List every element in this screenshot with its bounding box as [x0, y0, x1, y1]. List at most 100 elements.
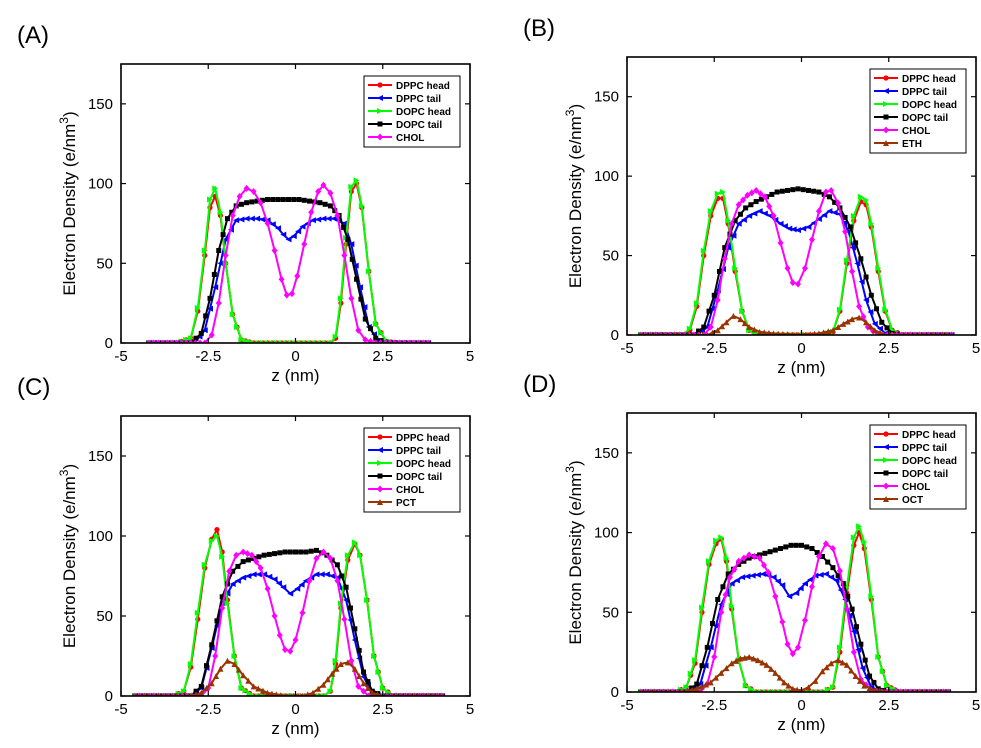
- data-point: [718, 669, 725, 676]
- data-point: [783, 544, 789, 550]
- data-point: [766, 202, 773, 210]
- data-point: [379, 685, 386, 691]
- data-point: [858, 278, 865, 285]
- data-point: [308, 208, 315, 216]
- data-point: [888, 684, 895, 691]
- data-point: [224, 600, 231, 607]
- data-point: [871, 320, 878, 327]
- data-point: [302, 577, 309, 584]
- data-point: [730, 312, 737, 319]
- data-point: [789, 685, 796, 692]
- legend-box: [363, 427, 461, 513]
- data-point: [231, 661, 238, 667]
- data-point: [760, 571, 767, 578]
- data-point: [785, 187, 791, 193]
- data-point: [308, 548, 314, 554]
- data-point: [733, 577, 740, 584]
- data-point: [826, 194, 832, 200]
- legend-item: ETH: [874, 139, 922, 150]
- legend-label: DOPC tail: [902, 113, 948, 124]
- data-point: [805, 187, 811, 193]
- data-point: [759, 659, 766, 666]
- data-point: [271, 247, 278, 255]
- data-point: [767, 212, 774, 219]
- data-point: [197, 339, 204, 343]
- data-point: [756, 554, 763, 562]
- legend-swatch-marker: [377, 434, 383, 440]
- data-point: [266, 551, 272, 557]
- data-point: [863, 319, 870, 326]
- data-point: [861, 539, 868, 546]
- data-point: [358, 296, 364, 302]
- y-axis-label: Electron Density (e/nm3): [563, 460, 585, 644]
- data-point: [748, 189, 755, 197]
- data-point: [364, 685, 371, 691]
- legend-label: CHOL: [902, 126, 930, 137]
- data-point: [371, 653, 378, 659]
- data-point: [229, 311, 236, 318]
- data-point: [277, 550, 283, 556]
- data-point: [243, 215, 250, 222]
- x-tick-label: 0: [797, 340, 805, 357]
- data-point: [334, 577, 341, 585]
- data-point: [420, 339, 427, 343]
- data-point: [301, 197, 307, 203]
- data-point: [229, 209, 235, 215]
- data-point: [776, 330, 781, 335]
- data-point: [145, 339, 152, 343]
- data-point: [794, 686, 800, 692]
- data-point: [795, 186, 801, 192]
- y-tick-label: 50: [602, 248, 619, 265]
- data-point: [306, 577, 313, 585]
- data-point: [238, 201, 244, 207]
- legend-item: DPPC tail: [874, 87, 947, 98]
- data-point: [828, 186, 835, 194]
- data-point: [198, 683, 204, 689]
- legend-item: PCT: [368, 498, 416, 509]
- data-point: [835, 199, 842, 207]
- data-point: [320, 548, 327, 556]
- data-point: [259, 687, 266, 694]
- data-point: [327, 688, 334, 695]
- data-point: [777, 239, 784, 247]
- data-point: [206, 196, 213, 203]
- data-point: [364, 597, 371, 603]
- data-point: [706, 558, 713, 565]
- series-line-dopc-head: [148, 178, 429, 343]
- y-tick-label: 150: [88, 448, 113, 465]
- legend-label: OCT: [902, 495, 923, 506]
- data-point: [747, 685, 754, 692]
- data-point: [867, 308, 874, 315]
- data-point: [761, 210, 768, 217]
- data-point: [219, 594, 225, 600]
- data-point: [193, 691, 199, 696]
- data-point: [877, 325, 884, 332]
- data-point: [740, 196, 747, 204]
- data-point: [317, 200, 323, 206]
- x-tick-label: -5: [620, 340, 633, 357]
- data-point: [821, 212, 828, 219]
- data-point: [287, 590, 294, 597]
- data-point: [701, 324, 707, 330]
- data-point: [212, 284, 219, 291]
- data-point: [795, 227, 802, 234]
- data-point: [769, 191, 775, 197]
- x-axis-label: z (nm): [271, 719, 319, 738]
- data-point: [763, 661, 770, 668]
- data-point: [828, 660, 835, 667]
- data-point: [270, 197, 276, 203]
- data-point: [732, 265, 739, 272]
- data-point: [245, 677, 252, 684]
- data-point: [707, 679, 714, 686]
- x-tick-label: 0: [291, 348, 299, 365]
- data-point: [238, 336, 245, 343]
- data-point: [290, 233, 297, 240]
- data-point: [781, 223, 788, 230]
- data-point: [753, 199, 759, 205]
- series-dopc-head: [637, 523, 952, 692]
- data-point: [315, 188, 322, 196]
- legend-item: DOPC tail: [874, 469, 948, 480]
- data-point: [863, 196, 870, 203]
- data-point: [377, 339, 384, 343]
- data-point: [341, 251, 348, 259]
